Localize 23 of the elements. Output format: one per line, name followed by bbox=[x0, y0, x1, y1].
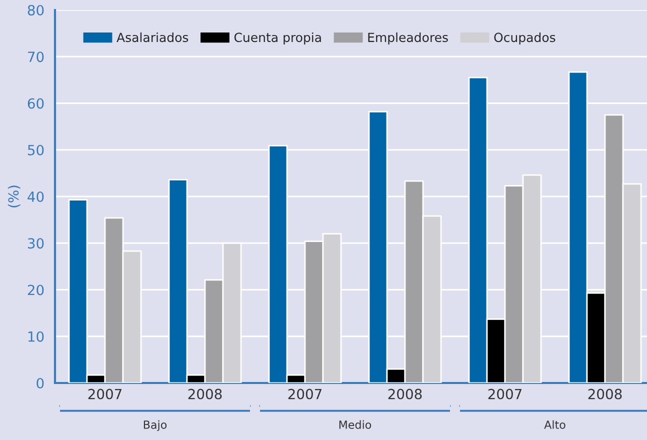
y-axis-title: (%) bbox=[8, 186, 20, 208]
y-tick-label: 40 bbox=[28, 191, 44, 202]
x-tick-label: 2007 bbox=[288, 388, 322, 400]
legend-label: Asalariados bbox=[116, 32, 188, 42]
y-tick-label: 50 bbox=[28, 144, 44, 156]
y-tick-label: 10 bbox=[28, 331, 44, 342]
legend-label: Ocupados bbox=[494, 32, 556, 45]
text: Alto bbox=[544, 420, 566, 429]
text: Medio bbox=[339, 420, 372, 429]
x-tick-label: 2008 bbox=[188, 388, 222, 400]
text: Bajo bbox=[144, 420, 167, 432]
y-tick-label: 70 bbox=[28, 52, 44, 62]
y-tick-label: 0 bbox=[36, 378, 44, 388]
x-tick-label: 2008 bbox=[588, 388, 622, 400]
y-tick-label: 60 bbox=[28, 98, 44, 109]
x-tick-label: 2007 bbox=[88, 388, 122, 400]
y-tick-label: 80 bbox=[28, 4, 44, 16]
y-tick-label: 30 bbox=[28, 238, 44, 249]
legend-label: Empleadores bbox=[368, 32, 448, 45]
legend-label: Cuenta propia bbox=[234, 32, 321, 45]
x-tick-label: 2007 bbox=[488, 388, 522, 400]
y-tick-label: 20 bbox=[28, 284, 44, 296]
x-tick-label: 2008 bbox=[388, 388, 422, 400]
